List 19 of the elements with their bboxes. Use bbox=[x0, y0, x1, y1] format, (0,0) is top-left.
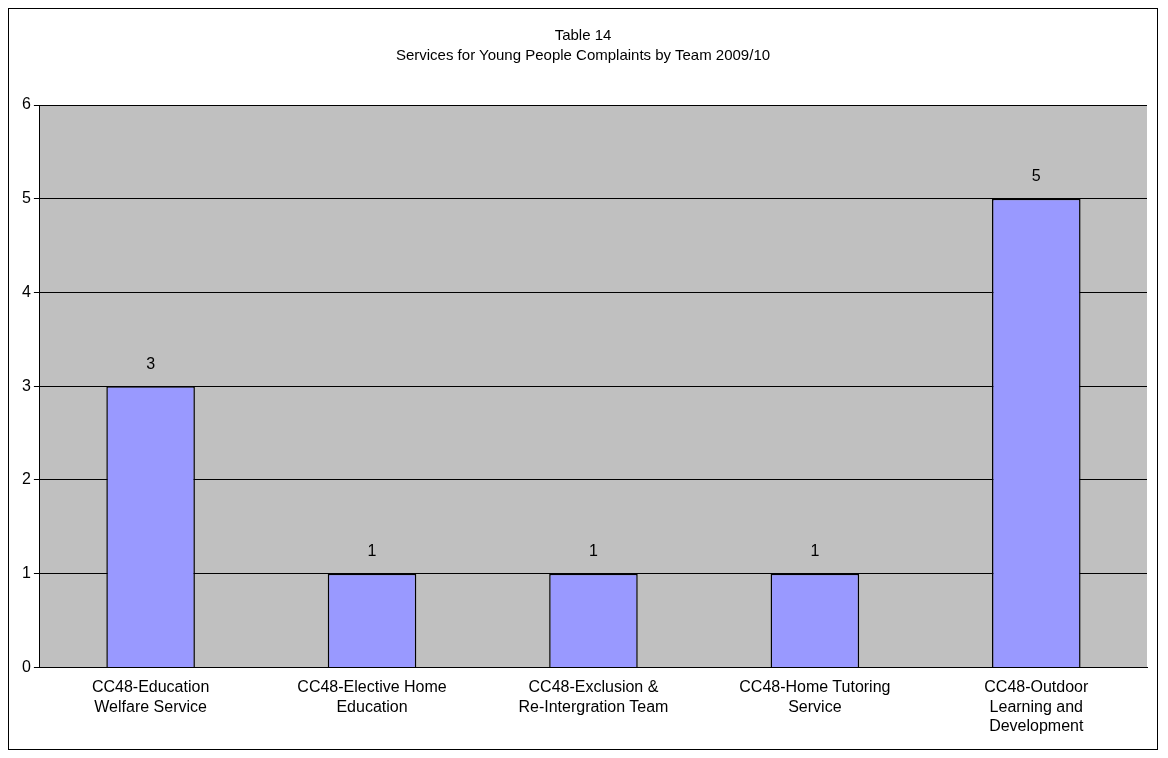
chart-title: Table 14 bbox=[554, 26, 612, 44]
y-tick-label: 6 bbox=[21, 95, 31, 113]
y-tick-label: 5 bbox=[21, 189, 31, 207]
y-tick-label: 2 bbox=[21, 470, 31, 488]
x-tick-label: CC48-Home Tutoring Service bbox=[739, 678, 891, 715]
data-label: 5 bbox=[1031, 167, 1041, 185]
data-label: 3 bbox=[146, 354, 156, 372]
data-label: 1 bbox=[367, 542, 377, 560]
x-tick-label: CC48-Education Welfare Service bbox=[91, 678, 210, 715]
y-tick-label: 0 bbox=[21, 657, 31, 675]
chart-subtitle: Services for Young People Complaints by Team 2009/10 bbox=[395, 46, 771, 64]
x-tick-label: CC48-Exclusion & Re-Intergration Team bbox=[518, 678, 669, 715]
y-tick-label: 4 bbox=[21, 282, 31, 300]
y-tick-label: 1 bbox=[21, 564, 31, 582]
x-tick-label: CC48-Outdoor Learning and Development bbox=[984, 678, 1089, 734]
x-tick-label: CC48-Elective Home Education bbox=[297, 678, 447, 715]
data-label: 1 bbox=[589, 542, 598, 560]
y-tick-label: 3 bbox=[21, 376, 31, 394]
data-label: 1 bbox=[810, 542, 820, 560]
